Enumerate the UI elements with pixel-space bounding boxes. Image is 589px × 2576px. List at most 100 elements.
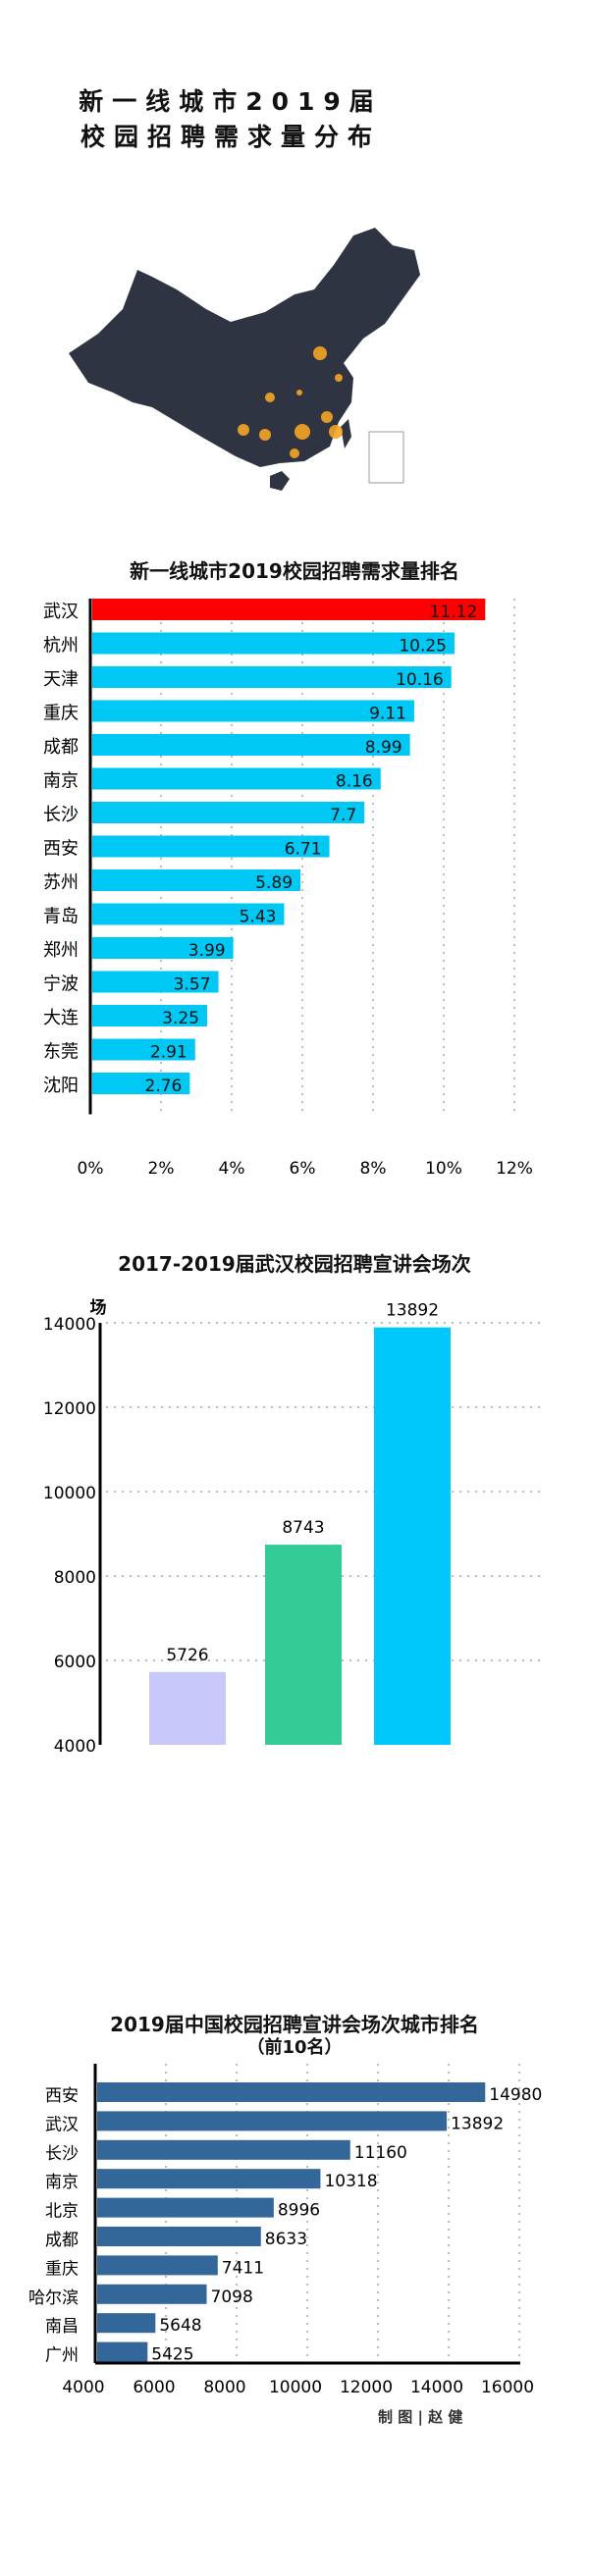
category-label: 东莞 <box>43 1042 79 1063</box>
category-label: 西安 <box>45 2086 79 2106</box>
data-label: 5425 <box>151 2345 193 2365</box>
category-label: 青岛 <box>43 907 79 927</box>
data-label: 7.7 <box>330 806 356 825</box>
bar <box>92 734 410 756</box>
chart2-title: 2017-2019届武汉校园招聘宣讲会场次 <box>118 1252 471 1276</box>
data-label: 13892 <box>386 1301 439 1321</box>
data-label: 5.43 <box>240 908 277 927</box>
bar <box>92 767 381 790</box>
data-label: 7411 <box>222 2258 264 2278</box>
category-label: 北京 <box>45 2202 79 2222</box>
bar <box>92 869 301 891</box>
category-label: 西安 <box>43 839 79 860</box>
data-label: 3.57 <box>174 975 211 995</box>
category-label: 广州 <box>45 2346 79 2366</box>
south-china-sea-inset <box>368 431 404 484</box>
x-tick-label: 12000 <box>340 2378 393 2397</box>
category-label: 重庆 <box>43 704 79 724</box>
main-title-line1: 新一线城市2019届 <box>79 87 383 116</box>
data-label: 8633 <box>265 2230 307 2249</box>
x-tick-label: 8000 <box>203 2378 245 2397</box>
data-label: 10.25 <box>399 637 447 657</box>
chart3-city-sessions: 4000 6000 8000 10000 12000 14000 16000 14980 西安 1… <box>28 2064 542 2397</box>
data-label: 8743 <box>282 1518 324 1538</box>
y-tick-label: 8000 <box>54 1568 96 1588</box>
category-label: 重庆 <box>45 2259 79 2279</box>
category-label: 南京 <box>45 2173 79 2192</box>
hainan-island <box>270 471 290 491</box>
bar <box>92 632 455 655</box>
bar <box>97 2341 148 2362</box>
bar <box>92 937 234 959</box>
data-label: 9.11 <box>369 705 406 724</box>
x-tick-label: 14000 <box>410 2378 463 2397</box>
x-tick-label: 4000 <box>62 2378 104 2397</box>
category-label: 长沙 <box>43 805 79 825</box>
x-tick-label: 6000 <box>133 2378 175 2397</box>
bar <box>97 2082 486 2102</box>
bar <box>97 2284 207 2304</box>
bar <box>97 2255 218 2276</box>
bar <box>92 1005 207 1026</box>
category-label: 天津 <box>43 669 79 690</box>
bar <box>265 1545 342 1745</box>
y-tick-label: 14000 <box>43 1315 96 1335</box>
chart1-demand-ranking: 0% 2% 4% 6% 8% 10% 12% 11.12 武汉 10.25 杭州 10.16 天津 9.1… <box>43 599 533 1179</box>
china-map-land <box>69 228 420 467</box>
y-tick-label: 10000 <box>43 1484 96 1503</box>
data-label: 8996 <box>278 2201 320 2221</box>
bar <box>92 802 365 823</box>
data-label: 3.99 <box>188 941 226 961</box>
data-label: 3.25 <box>162 1009 199 1028</box>
x-tick-label: 2% <box>148 1159 175 1179</box>
chart1-title: 新一线城市2019校园招聘需求量排名 <box>130 559 459 583</box>
bar <box>149 1671 226 1745</box>
x-tick-label: 12% <box>496 1159 533 1179</box>
category-label: 武汉 <box>43 602 79 622</box>
category-label: 哈尔滨 <box>28 2288 79 2308</box>
bar <box>97 2139 350 2160</box>
bar <box>92 1073 190 1094</box>
bar <box>92 903 285 925</box>
data-label: 2.76 <box>145 1077 183 1096</box>
x-tick-label: 10% <box>425 1159 462 1179</box>
data-label: 5648 <box>159 2316 201 2336</box>
x-tick-label: 6% <box>290 1159 316 1179</box>
chart3-title: 2019届中国校园招聘宣讲会场次城市排名 <box>110 2013 479 2036</box>
bar <box>92 700 414 722</box>
bar <box>97 2197 274 2218</box>
y-tick-label: 6000 <box>54 1653 96 1672</box>
taiwan-island <box>341 419 351 448</box>
data-label: 7098 <box>211 2287 253 2307</box>
bar <box>374 1327 451 1745</box>
data-label: 11160 <box>354 2143 407 2163</box>
category-label: 南京 <box>43 771 79 792</box>
data-label: 11.12 <box>430 603 478 622</box>
bar <box>97 2111 448 2131</box>
data-label: 5.89 <box>255 873 293 893</box>
data-label: 14980 <box>489 2085 542 2105</box>
chart3-subtitle: （前10名） <box>246 2037 343 2058</box>
city-dots <box>238 346 343 458</box>
category-label: 沈阳 <box>43 1076 79 1096</box>
bar <box>92 835 330 858</box>
category-label: 成都 <box>45 2231 79 2250</box>
bar <box>92 666 452 688</box>
data-label: 2.91 <box>150 1043 187 1063</box>
category-label: 大连 <box>43 1008 79 1028</box>
x-tick-label: 8% <box>360 1159 387 1179</box>
data-label: 10318 <box>324 2172 377 2191</box>
footer-credit: 制 图 | 赵 健 <box>378 2408 463 2426</box>
category-label: 武汉 <box>45 2115 79 2134</box>
data-label: 5726 <box>166 1646 208 1665</box>
x-tick-label: 16000 <box>481 2378 534 2397</box>
bar <box>97 2313 156 2334</box>
bar <box>92 1038 195 1061</box>
bar <box>97 2169 321 2189</box>
category-label: 南昌 <box>45 2317 79 2337</box>
category-label: 苏州 <box>43 872 79 893</box>
data-label: 8.99 <box>365 738 402 758</box>
main-title-line2: 校园招聘需求量分布 <box>80 123 381 151</box>
chart2-wuhan-sessions: 场 4000 6000 8000 10000 12000 14000 5726 8743 1389… <box>43 1298 545 1757</box>
category-label: 杭州 <box>43 636 79 657</box>
